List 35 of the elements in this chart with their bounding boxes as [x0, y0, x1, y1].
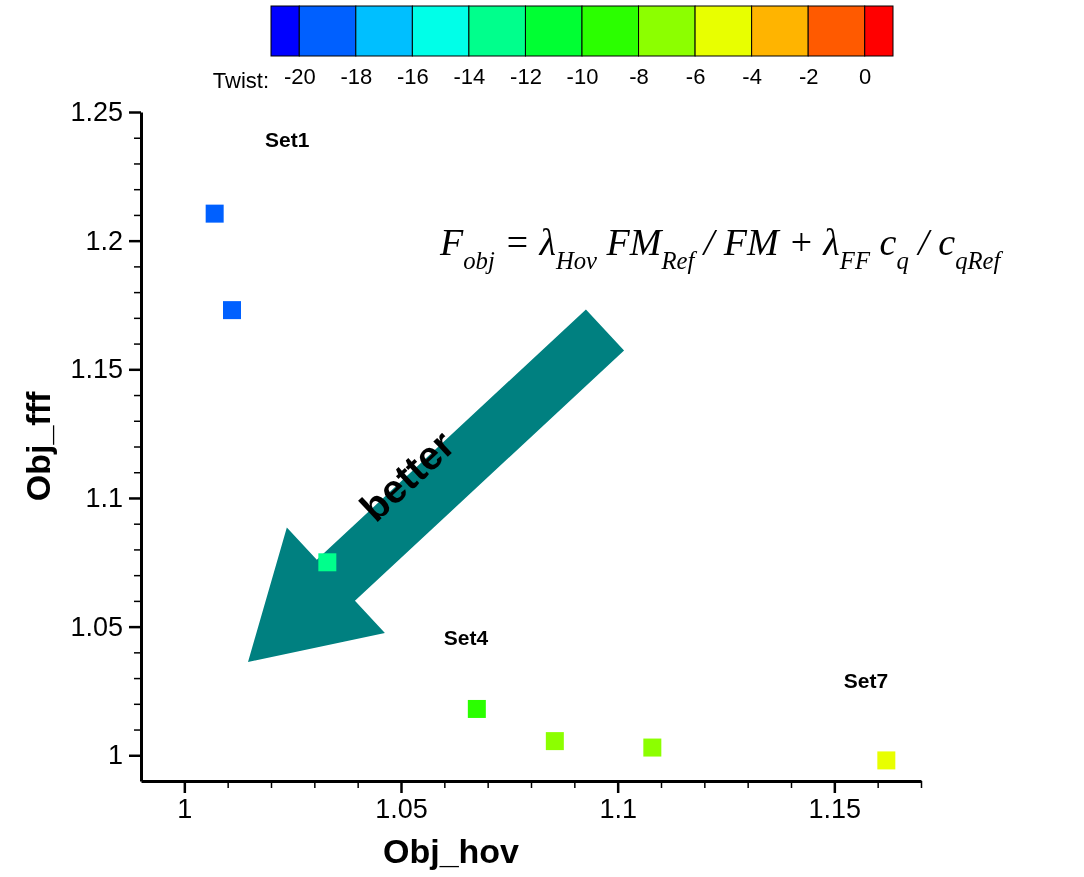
- point: [205, 204, 224, 223]
- point: [877, 751, 896, 770]
- point: [545, 732, 564, 751]
- y-tick-label: 1.25: [70, 97, 123, 128]
- y-tick-label: 1.1: [85, 483, 123, 514]
- x-tick-label: 1.1: [599, 794, 637, 825]
- x-tick-label: 1.05: [375, 794, 428, 825]
- point: [467, 699, 486, 718]
- y-tick-label: 1.2: [85, 225, 123, 256]
- color-bar-label: -4: [742, 63, 762, 89]
- annotation: Set4: [443, 625, 489, 649]
- annotation: Set7: [843, 668, 889, 692]
- color-bar-title: Twist:: [212, 68, 269, 93]
- x-tick-label: 1.15: [808, 794, 862, 825]
- y-tick-label: 1: [107, 740, 123, 771]
- y-tick-label: 1.05: [70, 611, 123, 642]
- text: F$_{obj}$ = λ$_{Hov}$ FM$_{Ref}$ / FM + λ$_{FF}$ c$_{q}$ / c$_{qRef}$: [440, 221, 1001, 274]
- x-tick-label: 1: [177, 794, 193, 825]
- color-bar-label: -6: [685, 63, 706, 89]
- color-bar-label: -14: [453, 63, 486, 89]
- color-bar-label: -10: [566, 63, 599, 89]
- color-bar-label: -20: [283, 63, 316, 89]
- point: [643, 738, 662, 757]
- point: [223, 301, 241, 320]
- color-bar-label: -12: [510, 63, 542, 89]
- y-axis-title: Obj_fff: [19, 391, 57, 502]
- y-tick-label: 1.15: [70, 354, 123, 385]
- color-bar-label: -16: [396, 63, 429, 89]
- color-bar-label: -2: [798, 63, 819, 89]
- point: [318, 553, 337, 572]
- annotation: Set1: [265, 127, 310, 151]
- color-bar-label: -8: [629, 63, 649, 89]
- color-bar-label: 0: [859, 63, 872, 89]
- color-bar-label: -18: [340, 63, 373, 89]
- x-axis-title: Obj_hov: [382, 832, 520, 870]
